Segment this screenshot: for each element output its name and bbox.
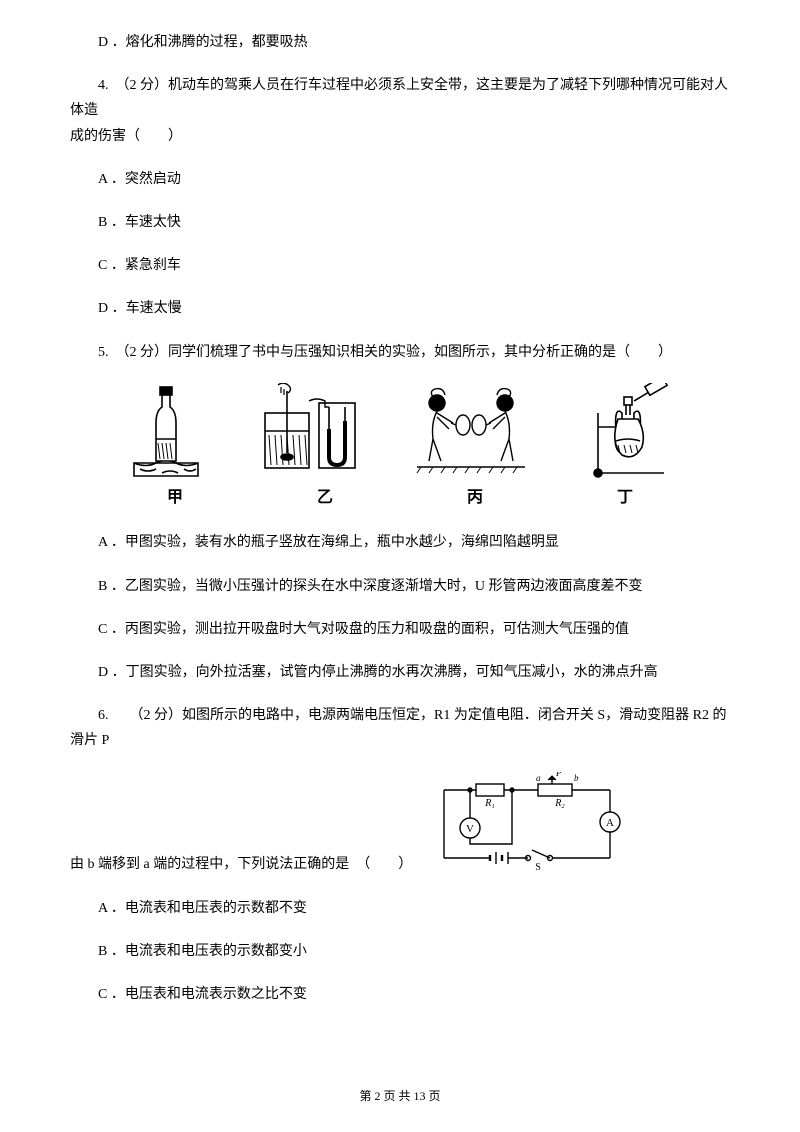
q5-figure-labels: 甲 乙 丙 丁	[100, 484, 700, 513]
fig-label-yi: 乙	[275, 484, 375, 513]
q5-figure-row	[100, 383, 700, 478]
label-port-b: b	[574, 773, 579, 783]
q5-option-b: B ．乙图实验，当微小压强计的探头在水中深度逐渐增大时，U 形管两边液面高度差不…	[70, 574, 730, 599]
q6-option-b: B ．电流表和电压表的示数都变小	[70, 939, 730, 964]
q6-stem-line1: 6. （2 分）如图所示的电路中，电源两端电压恒定，R1 为定值电阻．闭合开关 …	[70, 703, 730, 753]
q4-option-c: C ．紧急刹车	[70, 253, 730, 278]
q5-option-a: A ．甲图实验，装有水的瓶子竖放在海绵上，瓶中水越少，海绵凹陷越明显	[70, 530, 730, 555]
q4-stem-line1: 4. （2 分）机动车的驾乘人员在行车过程中必须系上安全带，这主要是为了减轻下列…	[70, 73, 730, 123]
circuit-icon: R₁ a R₂ b P V A S	[432, 772, 622, 872]
q5-option-c: C ．丙图实验，测出拉开吸盘时大气对吸盘的压力和吸盘的面积，可估测大气压强的值	[70, 617, 730, 642]
fig-label-ding: 丁	[575, 484, 675, 513]
q6-option-c: C ．电压表和电流表示数之比不变	[70, 982, 730, 1007]
q3-option-d: D ．熔化和沸腾的过程，都要吸热	[70, 30, 730, 55]
q5-stem: 5. （2 分）同学们梳理了书中与压强知识相关的实验，如图所示，其中分析正确的是…	[70, 340, 730, 365]
q4-option-b: B ．车速太快	[70, 210, 730, 235]
fig-flask-syringe-icon	[584, 383, 674, 478]
q6-stem-with-circuit: 由 b 端移到 a 端的过程中，下列说法正确的是 （ ）	[70, 772, 730, 878]
q6-option-a: A ．电流表和电压表的示数都不变	[70, 896, 730, 921]
page-footer: 第 2 页 共 13 页	[0, 1086, 800, 1108]
label-r1: R₁	[484, 798, 495, 809]
fig-bottle-sponge-icon	[126, 383, 206, 478]
q4-option-d: D ．车速太慢	[70, 296, 730, 321]
label-a: A	[606, 817, 614, 829]
fig-label-bing: 丙	[425, 484, 525, 513]
fig-label-jia: 甲	[125, 484, 225, 513]
circuit-diagram: R₁ a R₂ b P V A S	[432, 772, 622, 872]
q4-stem-line2: 成的伤害（ ）	[70, 124, 730, 149]
label-port-a: a	[536, 773, 541, 783]
q4-option-a: A ．突然启动	[70, 167, 730, 192]
q6-stem-line2: 由 b 端移到 a 端的过程中，下列说法正确的是 （ ）	[70, 852, 412, 877]
label-p: P	[555, 772, 562, 778]
label-v: V	[466, 823, 474, 835]
q5-option-d: D ．丁图实验，向外拉活塞，试管内停止沸腾的水再次沸腾，可知气压减小，水的沸点升…	[70, 660, 730, 685]
fig-manometer-icon	[259, 383, 359, 478]
fig-suction-cups-icon	[411, 383, 531, 478]
label-r2: R₂	[554, 798, 565, 809]
label-s: S	[535, 862, 541, 872]
